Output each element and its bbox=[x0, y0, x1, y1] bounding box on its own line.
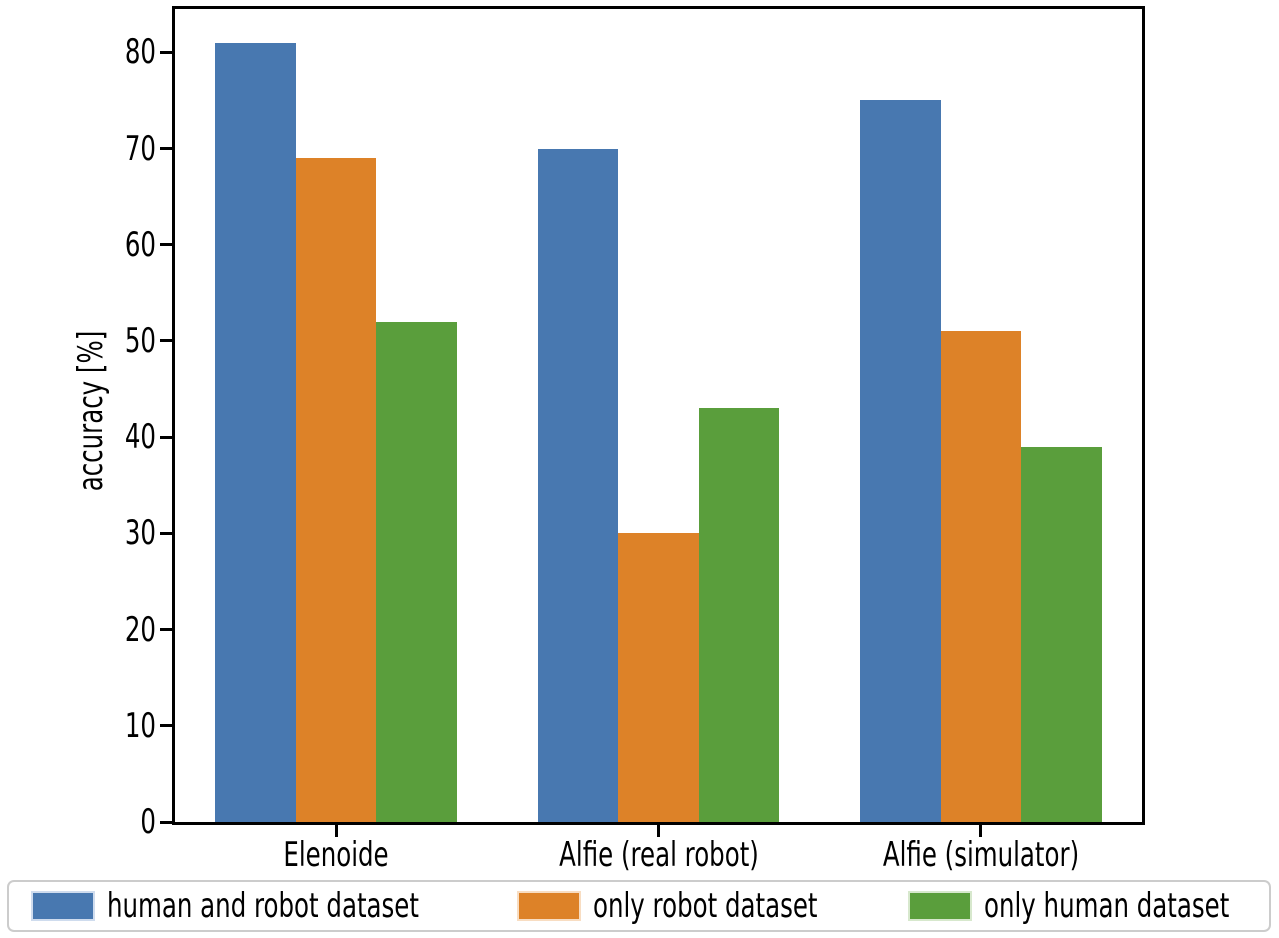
y-tick-label: 40 bbox=[124, 417, 156, 458]
y-tick-label: 0 bbox=[140, 802, 156, 842]
bar-s2-c1 bbox=[698, 408, 780, 822]
legend: human and robot dataset only robot datas… bbox=[7, 880, 1271, 932]
bar-s0-c0 bbox=[215, 42, 296, 822]
legend-label: human and robot dataset bbox=[107, 886, 419, 926]
y-tick-label: 60 bbox=[124, 224, 156, 265]
legend-swatch bbox=[519, 893, 579, 919]
y-tick-mark bbox=[160, 50, 172, 54]
bar-s0-c1 bbox=[537, 148, 619, 822]
y-tick-mark bbox=[160, 724, 172, 728]
y-tick-label: 30 bbox=[124, 513, 156, 554]
bar-s2-c0 bbox=[376, 321, 458, 822]
x-tick-label: Alfie (real robot) bbox=[558, 835, 759, 875]
bars-layer bbox=[175, 9, 1142, 822]
legend-item: only robot dataset bbox=[519, 882, 905, 930]
bar-s0-c2 bbox=[859, 100, 941, 822]
legend-swatch bbox=[910, 893, 970, 919]
x-tick-label: Elenoide bbox=[283, 835, 389, 875]
y-tick-mark bbox=[160, 820, 172, 824]
legend-item: human and robot dataset bbox=[33, 882, 540, 930]
y-tick-label: 50 bbox=[124, 320, 156, 361]
bar-s1-c2 bbox=[940, 331, 1022, 822]
legend-item: only human dataset bbox=[910, 882, 1279, 930]
x-tick-mark bbox=[657, 825, 660, 837]
bar-s1-c0 bbox=[295, 158, 377, 822]
legend-label: only robot dataset bbox=[593, 886, 818, 926]
legend-label: only human dataset bbox=[984, 886, 1230, 926]
y-tick-mark bbox=[160, 531, 172, 535]
y-tick-mark bbox=[160, 435, 172, 439]
x-tick-mark bbox=[979, 825, 983, 837]
y-tick-label: 20 bbox=[124, 609, 156, 650]
x-tick-mark bbox=[334, 825, 338, 837]
y-tick-label: 80 bbox=[124, 32, 156, 73]
y-tick-mark bbox=[160, 628, 172, 632]
y-tick-label: 70 bbox=[124, 128, 156, 169]
y-tick-label: 10 bbox=[124, 705, 156, 746]
legend-swatch bbox=[33, 893, 93, 919]
y-tick-mark bbox=[160, 243, 172, 247]
y-tick-mark bbox=[160, 339, 172, 343]
x-tick-label: Alfie (simulator) bbox=[882, 835, 1079, 875]
bar-s2-c2 bbox=[1021, 446, 1102, 822]
plot-area bbox=[172, 6, 1145, 825]
y-tick-mark bbox=[160, 147, 172, 150]
bar-s1-c1 bbox=[618, 533, 699, 822]
